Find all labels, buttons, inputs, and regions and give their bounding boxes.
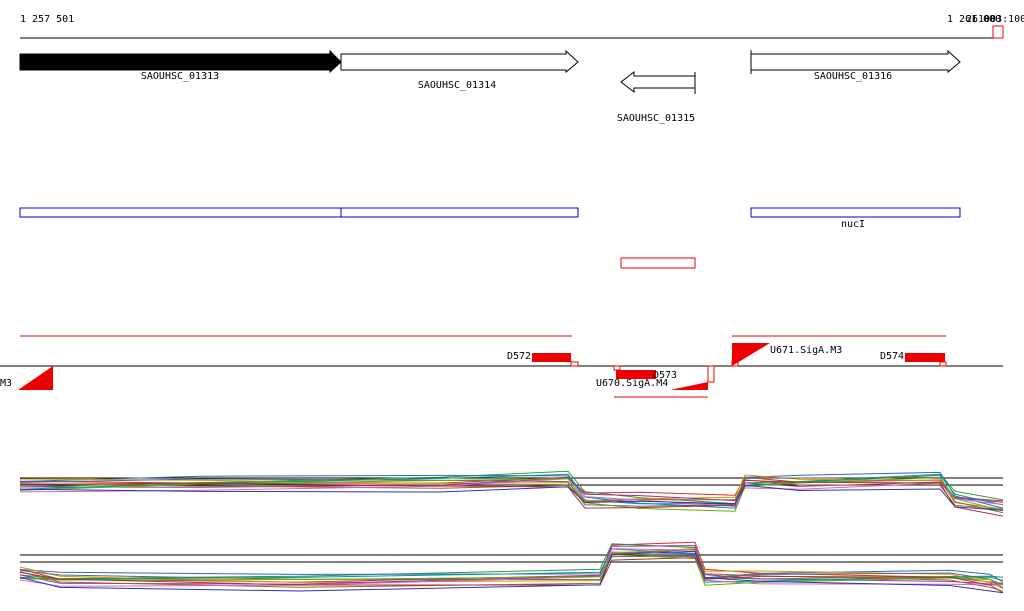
expression-tracks bbox=[19, 470, 1004, 594]
expression-line bbox=[19, 484, 1004, 511]
gene-label: SAOUHSC_01313 bbox=[141, 71, 219, 82]
ruler-start: 1 257 501 bbox=[20, 14, 74, 25]
feature-label: U671.SigA.M3 bbox=[770, 345, 842, 356]
genes: SAOUHSC_01313 SAOUHSC_01314 SAOUHSC_0131… bbox=[19, 49, 961, 124]
expression-line bbox=[19, 555, 1004, 589]
feature-label: D572 bbox=[507, 351, 531, 362]
expression-line bbox=[19, 543, 1004, 580]
feature-triangle bbox=[18, 366, 53, 390]
expression-line bbox=[19, 478, 1004, 507]
gene-arrow bbox=[340, 49, 579, 74]
feature-label: U670.SigA.M4 bbox=[596, 378, 668, 389]
region-label: nucI bbox=[841, 219, 865, 230]
feature-triangle bbox=[670, 382, 708, 390]
region-box bbox=[19, 207, 342, 218]
feature-label: D574 bbox=[880, 351, 904, 362]
expression-line bbox=[19, 548, 1004, 587]
ruler-end: 1 261 000 bbox=[947, 14, 1001, 25]
feature-box bbox=[707, 365, 715, 383]
expression-line bbox=[19, 479, 1004, 517]
feature-box bbox=[532, 353, 571, 362]
gene-label: SAOUHSC_01314 bbox=[418, 80, 496, 91]
regions: nucI bbox=[19, 207, 961, 269]
feature-box bbox=[731, 360, 739, 367]
feature-box bbox=[613, 365, 621, 371]
expression-line bbox=[19, 557, 1004, 594]
region-box bbox=[750, 207, 961, 218]
ruler-end-overlap: 261003:100 bbox=[966, 14, 1024, 25]
feature-box bbox=[570, 361, 579, 367]
expression-line bbox=[19, 550, 1004, 594]
feature-label: D573 bbox=[653, 370, 677, 381]
expression-line bbox=[19, 476, 1004, 512]
region-box bbox=[620, 257, 696, 269]
gene-arrow bbox=[620, 70, 696, 94]
feature-box bbox=[616, 370, 656, 379]
gene-label: SAOUHSC_01316 bbox=[814, 71, 892, 82]
feature-box bbox=[905, 353, 945, 362]
gene-arrow bbox=[750, 49, 961, 74]
ruler: 1 257 501 1 261 000 261003:100 bbox=[20, 14, 1024, 39]
gene-arrow bbox=[19, 49, 342, 74]
gene-label: SAOUHSC_01315 bbox=[617, 113, 695, 124]
features: D572 D574 U671.SigA.M3 D573 U670.SigA.M4… bbox=[0, 335, 1003, 398]
ruler-marker bbox=[992, 25, 1004, 39]
expression-line bbox=[19, 479, 1004, 511]
feature-label: M3 bbox=[0, 378, 12, 389]
feature-box bbox=[939, 361, 947, 367]
region-box bbox=[340, 207, 579, 218]
feature-triangle bbox=[732, 343, 770, 366]
